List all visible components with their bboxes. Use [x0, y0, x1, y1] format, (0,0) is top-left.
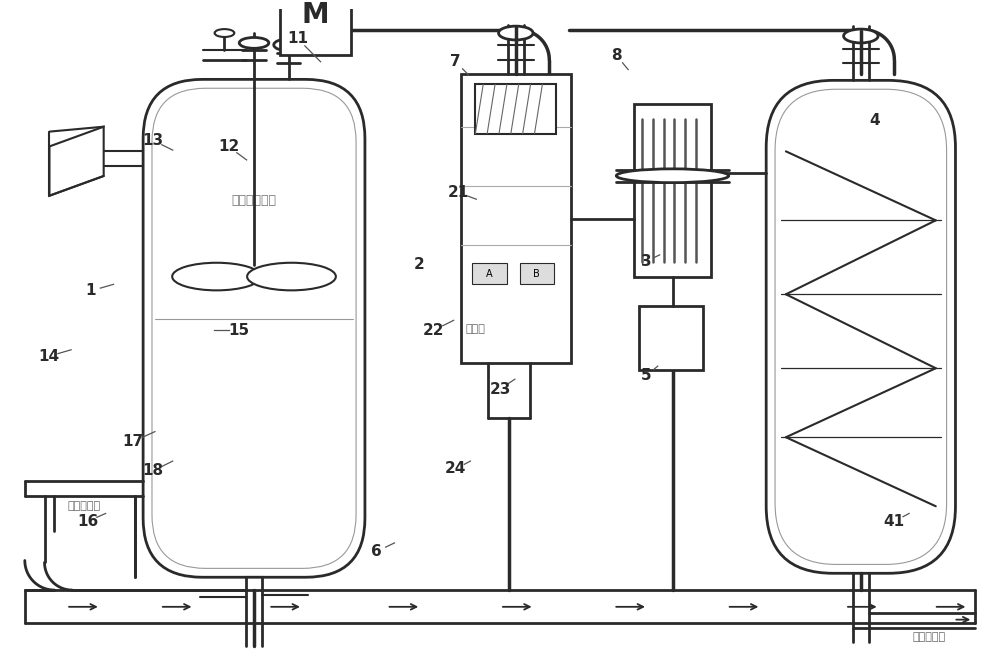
Ellipse shape [239, 37, 269, 48]
FancyBboxPatch shape [766, 80, 955, 573]
Text: 17: 17 [123, 434, 144, 449]
Text: 41: 41 [884, 514, 905, 529]
Text: 16: 16 [77, 514, 99, 529]
Text: 2: 2 [414, 257, 425, 272]
Text: 5: 5 [641, 369, 651, 384]
Bar [280, 0, 351, 54]
Text: 7: 7 [450, 54, 461, 69]
Text: 18: 18 [142, 463, 164, 478]
Ellipse shape [172, 263, 261, 290]
Text: B: B [533, 269, 540, 279]
Text: M: M [302, 1, 329, 29]
Bar [639, 306, 703, 371]
Text: 4: 4 [869, 113, 880, 128]
Text: A: A [486, 269, 492, 279]
Ellipse shape [215, 29, 234, 37]
Text: 21: 21 [448, 185, 469, 200]
Text: 可伸缩搅拌器: 可伸缩搅拌器 [232, 194, 277, 207]
Text: 3: 3 [641, 254, 651, 269]
FancyBboxPatch shape [143, 80, 365, 577]
Ellipse shape [616, 169, 729, 183]
Bar [520, 263, 554, 284]
Bar [472, 263, 507, 284]
Text: 8: 8 [611, 48, 622, 62]
Text: 22: 22 [423, 323, 445, 337]
Text: 14: 14 [38, 349, 59, 364]
Bar [634, 104, 711, 276]
Text: 23: 23 [489, 382, 511, 396]
Text: 13: 13 [142, 133, 164, 148]
Text: 出水出槽口: 出水出槽口 [912, 632, 945, 642]
Text: 15: 15 [228, 323, 249, 337]
Ellipse shape [247, 263, 336, 290]
Text: 24: 24 [445, 461, 466, 477]
Ellipse shape [844, 29, 878, 43]
Text: 12: 12 [218, 139, 240, 154]
Ellipse shape [274, 39, 303, 50]
Text: 1: 1 [86, 284, 96, 298]
Text: 阀门口: 阀门口 [465, 324, 485, 334]
Text: 11: 11 [287, 31, 308, 46]
Text: 6: 6 [371, 544, 382, 559]
Bar [475, 84, 556, 133]
Text: 出水出槽口: 出水出槽口 [67, 501, 101, 511]
Bar [461, 74, 571, 363]
Ellipse shape [499, 26, 533, 40]
